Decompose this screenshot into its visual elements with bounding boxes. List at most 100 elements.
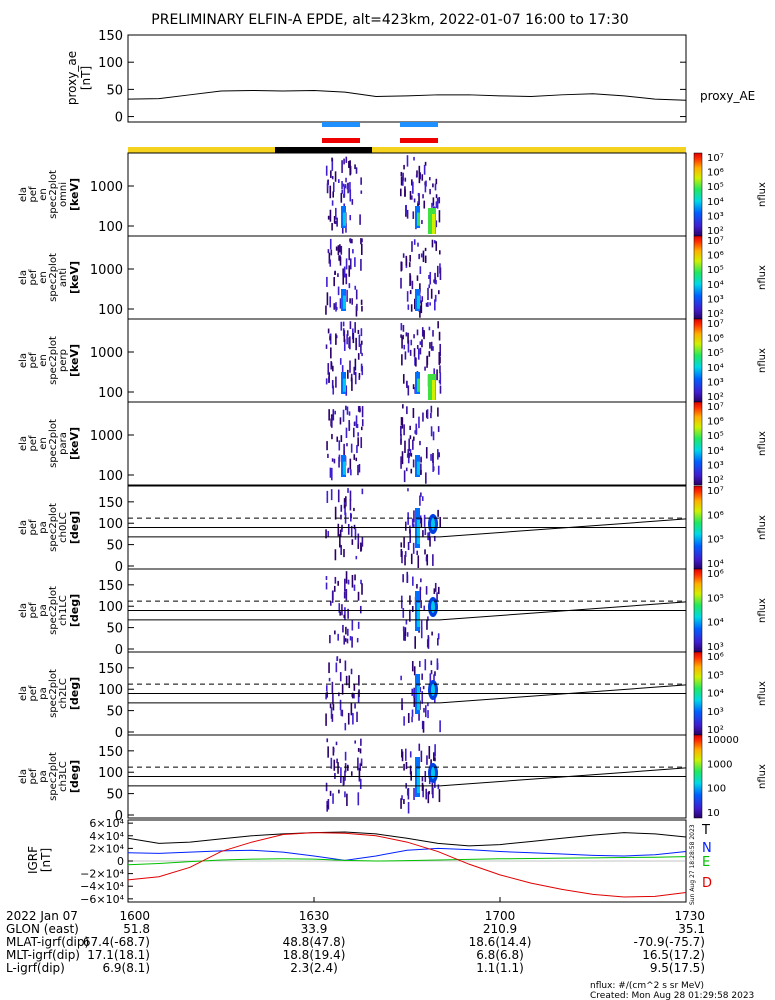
spectrogram-pixel xyxy=(413,666,416,676)
panel-frame xyxy=(127,318,687,403)
colorbar-tick-label: 10³ xyxy=(707,211,724,222)
proxy-ae-ylabel: proxy_ae xyxy=(65,51,79,105)
spectrogram-pixel xyxy=(326,738,329,743)
spectrogram-pixel xyxy=(416,329,419,336)
spectrogram-pixel xyxy=(360,426,363,431)
spectrogram-pixel xyxy=(334,171,337,182)
spectrogram-pixel xyxy=(344,751,347,761)
spectrogram-pixel xyxy=(411,518,414,527)
spectrogram-pixel xyxy=(407,541,410,551)
y-axis-label: en xyxy=(38,354,49,367)
spectrogram-pixel xyxy=(352,249,354,254)
spectrogram-pixel xyxy=(340,435,343,442)
colorbar-tick-label: 10⁶ xyxy=(707,168,724,179)
spectrogram-pixel xyxy=(346,443,348,447)
spectrogram-pixel xyxy=(401,704,403,710)
spectrogram-pixel xyxy=(419,586,422,590)
spectrogram-pixel xyxy=(423,514,426,527)
spectrogram-pixel xyxy=(423,164,426,175)
spectrogram-pixel xyxy=(403,798,405,805)
spectrogram-pixel xyxy=(343,330,346,343)
spectrogram-pixel xyxy=(424,161,427,166)
spectrogram-pixel xyxy=(411,688,414,696)
colorbar xyxy=(693,318,703,403)
spectrogram-pixel xyxy=(412,439,414,450)
spectrogram-pixel xyxy=(361,488,364,495)
colorbar-tick-label: 10⁵ xyxy=(707,348,724,359)
colorbar-tick-label: 10⁷ xyxy=(707,319,724,330)
spectrogram-pixel xyxy=(357,757,359,771)
spectrogram-pixel xyxy=(420,492,422,497)
spectrogram-pixel xyxy=(338,440,341,451)
spectrogram-pixel xyxy=(347,369,349,379)
y-tick-label: 2×10⁴ xyxy=(89,842,124,855)
spectrogram-pixel xyxy=(360,299,363,305)
spectrogram-pixel xyxy=(405,761,408,770)
spectrogram-pixel xyxy=(418,711,420,721)
spectrogram-pixel xyxy=(431,631,433,636)
spectrogram-pixel xyxy=(342,328,345,336)
spectrogram-pixel xyxy=(331,433,333,440)
colorbar xyxy=(693,235,703,320)
spectrogram-pixel xyxy=(361,406,364,418)
spectrogram-pixel xyxy=(402,374,405,384)
y-axis-label: spec2plot xyxy=(48,253,59,302)
spectrogram-pixel xyxy=(347,468,349,474)
y-axis-label: ela xyxy=(18,603,29,618)
spectrogram-band xyxy=(417,686,420,710)
spectrogram-pixel xyxy=(400,171,403,177)
spectrogram-pixel xyxy=(429,342,431,349)
spectrogram-pixel xyxy=(339,699,342,711)
spectrogram-pixel xyxy=(338,179,340,183)
colorbar-label: nflux xyxy=(757,681,768,706)
colorbar-label: nflux xyxy=(757,431,768,456)
spectrogram-pixel xyxy=(330,601,332,606)
spectrogram-pixel xyxy=(335,246,338,251)
colorbar-tick-label: 1000 xyxy=(707,759,732,770)
colorbar-tick-label: 10⁵ xyxy=(707,182,724,193)
spectrogram-pixel xyxy=(435,178,438,185)
y-tick-label: 150 xyxy=(98,29,123,44)
spectrogram-pixel xyxy=(345,177,347,183)
spectrogram-band xyxy=(417,295,420,309)
spectrogram-pixel xyxy=(351,574,354,588)
spectrogram-pixel xyxy=(422,784,424,798)
spectrogram-pixel xyxy=(402,179,404,186)
spectrogram-pixel xyxy=(335,741,338,746)
spectrogram-pixel xyxy=(432,183,434,188)
spectrogram-pixel xyxy=(408,452,410,459)
spectrogram-pixel xyxy=(406,453,409,458)
spectrogram-band xyxy=(417,212,420,226)
spectrogram-pixel xyxy=(355,167,358,174)
units-note: nflux: #/(cm^2 s sr MeV) xyxy=(590,981,704,991)
spectrogram-pixel xyxy=(348,420,350,431)
y-axis-label: [keV] xyxy=(68,261,81,294)
proxy-ae-line xyxy=(127,89,687,101)
spectrogram-pixel xyxy=(346,185,349,190)
footer-row-label: MLAT-igrf(dip) xyxy=(6,935,89,949)
spectrogram-pixel xyxy=(415,357,417,367)
timestamp-stamp: Sun Aug 27 18:28:58 2023 xyxy=(689,824,696,905)
spectrogram-pixel xyxy=(327,215,330,220)
spectrogram-pixel xyxy=(325,582,328,590)
spectrogram-pixel xyxy=(349,258,352,270)
spectrogram-pixel xyxy=(437,321,439,329)
y-axis-label: [deg] xyxy=(68,760,81,793)
igrf-yunit: [nT] xyxy=(39,848,53,872)
spectrogram-pixel xyxy=(328,677,331,682)
spectrogram-pixel xyxy=(437,426,440,432)
spectrogram-pixel xyxy=(328,376,330,383)
spectrogram-pixel xyxy=(403,630,405,641)
y-axis-label: spec2plot xyxy=(48,586,59,635)
spectrogram-pixel xyxy=(432,330,434,337)
spectrogram-pixel xyxy=(404,186,406,197)
spectrogram-pixel xyxy=(402,574,404,583)
y-axis-label: pef xyxy=(28,602,39,619)
spectrogram-pixel xyxy=(331,175,334,180)
spectrogram-pixel xyxy=(340,545,342,555)
spectrogram-pixel xyxy=(404,627,407,636)
footer-row-label: MLT-igrf(dip) xyxy=(6,948,80,962)
spectrogram-pixel xyxy=(349,499,352,511)
spectrogram-pixel xyxy=(358,376,361,380)
spectrogram-pixel xyxy=(331,713,334,722)
